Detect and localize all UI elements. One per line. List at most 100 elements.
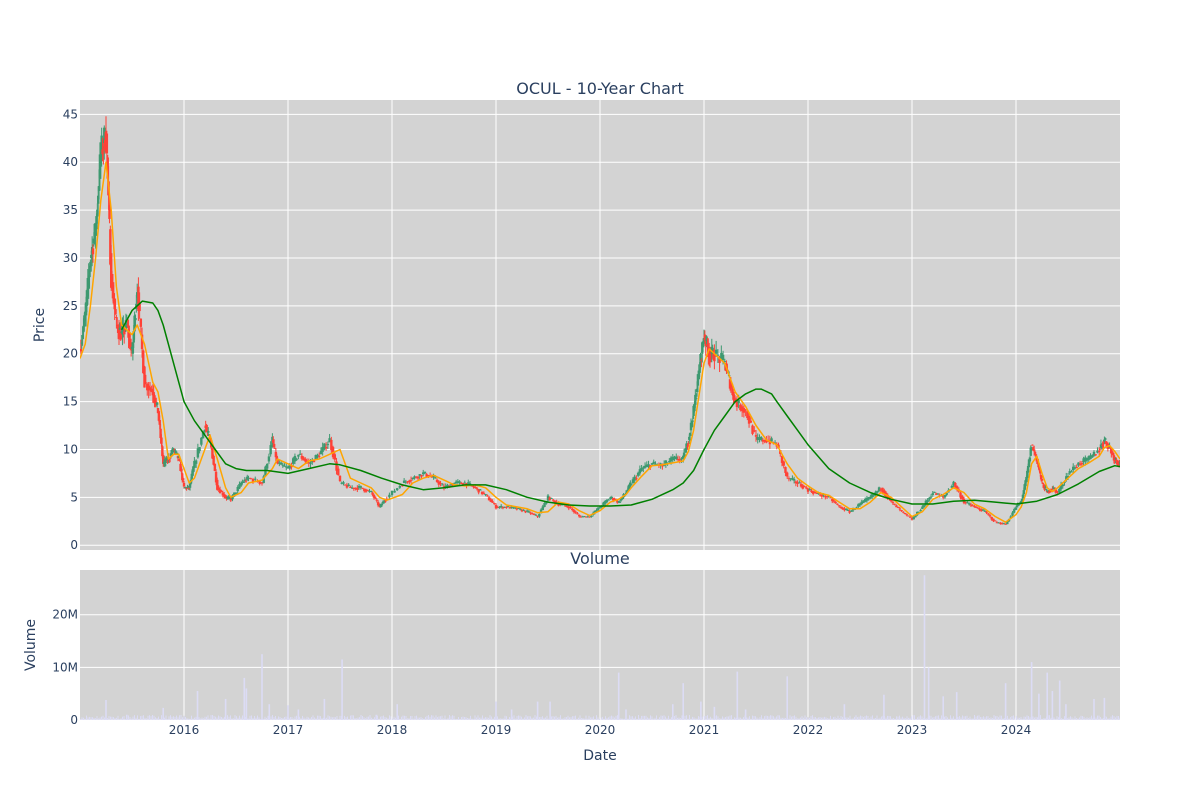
volume-bar bbox=[395, 717, 396, 720]
volume-bar bbox=[432, 715, 434, 720]
volume-bar bbox=[384, 717, 386, 720]
volume-bar bbox=[582, 717, 584, 720]
volume-y-tick-label: 20M bbox=[52, 608, 78, 622]
candle-body bbox=[177, 456, 180, 458]
candle-body bbox=[300, 455, 304, 459]
volume-bar bbox=[536, 716, 537, 720]
candle-body bbox=[936, 493, 940, 495]
volume-bar bbox=[897, 716, 899, 720]
candle-body bbox=[512, 507, 515, 509]
volume-chart-title: Volume bbox=[570, 549, 630, 568]
volume-bar bbox=[200, 718, 201, 720]
volume-bar bbox=[1004, 683, 1007, 720]
volume-bar bbox=[311, 716, 312, 720]
candle-body bbox=[323, 443, 326, 450]
volume-bar bbox=[222, 717, 224, 720]
candle-body bbox=[1022, 490, 1025, 495]
candle-body bbox=[375, 499, 378, 501]
candle-body bbox=[216, 479, 219, 490]
candle-body bbox=[1109, 447, 1112, 450]
candle-body bbox=[498, 506, 501, 508]
candle-body bbox=[393, 490, 396, 493]
candle-body bbox=[155, 402, 159, 405]
volume-bar bbox=[728, 716, 729, 720]
candle-body bbox=[1115, 459, 1118, 462]
candle-body bbox=[713, 353, 716, 362]
candle-body bbox=[903, 512, 907, 514]
candle-body bbox=[739, 404, 742, 411]
candle-body bbox=[80, 342, 83, 344]
volume-bar bbox=[201, 717, 203, 720]
candle-body bbox=[987, 513, 990, 515]
candle-body bbox=[703, 334, 707, 341]
candle-body bbox=[883, 490, 886, 495]
volume-bar bbox=[551, 716, 552, 720]
volume-bar bbox=[734, 717, 735, 720]
candle-body bbox=[734, 398, 737, 403]
volume-bar bbox=[1088, 718, 1089, 720]
volume-bar bbox=[323, 698, 326, 720]
volume-bar bbox=[813, 717, 815, 720]
candle-body bbox=[891, 502, 895, 504]
candle-body bbox=[1051, 488, 1054, 490]
volume-bar bbox=[350, 715, 351, 720]
candle-body bbox=[201, 432, 205, 439]
candle-body bbox=[422, 472, 425, 475]
volume-bar bbox=[801, 716, 803, 720]
volume-bar bbox=[653, 718, 654, 720]
candle-body bbox=[298, 453, 302, 455]
candle-body bbox=[572, 510, 576, 513]
volume-bar bbox=[624, 718, 626, 720]
volume-bar bbox=[609, 716, 611, 720]
volume-bar bbox=[320, 716, 321, 720]
candle-body bbox=[89, 261, 92, 268]
price-y-tick-label: 40 bbox=[63, 155, 78, 169]
volume-bar bbox=[927, 667, 930, 720]
candle-body bbox=[1073, 467, 1077, 469]
candle-body bbox=[220, 490, 223, 492]
volume-bar bbox=[474, 715, 476, 720]
volume-bar bbox=[995, 716, 996, 720]
volume-bar bbox=[332, 717, 333, 720]
volume-bar bbox=[660, 715, 662, 720]
volume-bar bbox=[999, 715, 1001, 720]
candle-body bbox=[380, 503, 384, 506]
volume-bar bbox=[134, 715, 135, 720]
volume-bar bbox=[867, 716, 869, 720]
volume-bar bbox=[107, 718, 108, 720]
candle-body bbox=[737, 399, 740, 404]
volume-bar bbox=[581, 718, 582, 720]
candle-body bbox=[834, 502, 837, 504]
volume-bar bbox=[767, 715, 768, 720]
candle-body bbox=[705, 336, 708, 341]
volume-bar bbox=[510, 709, 513, 720]
candle-body bbox=[635, 478, 638, 480]
volume-bar bbox=[534, 715, 536, 720]
volume-bar bbox=[764, 716, 765, 720]
volume-bar bbox=[827, 718, 828, 720]
volume-bar bbox=[399, 718, 401, 720]
candle-body bbox=[942, 496, 945, 498]
candle-body bbox=[1094, 454, 1097, 456]
candle-body bbox=[560, 504, 564, 506]
volume-bar bbox=[507, 718, 509, 720]
volume-bar bbox=[968, 718, 969, 720]
volume-bar bbox=[893, 717, 894, 720]
candle-body bbox=[907, 515, 910, 517]
volume-bar bbox=[153, 715, 155, 720]
volume-bar bbox=[759, 717, 761, 720]
candle-body bbox=[169, 453, 173, 456]
candle-body bbox=[279, 462, 283, 465]
candle-body bbox=[1058, 488, 1061, 493]
candle-body bbox=[161, 446, 164, 457]
volume-bar bbox=[786, 676, 788, 720]
candle-body bbox=[398, 485, 401, 488]
volume-bar bbox=[386, 717, 387, 720]
volume-bar bbox=[192, 718, 194, 720]
candle-body bbox=[747, 415, 751, 424]
volume-bar bbox=[263, 718, 264, 720]
candle-body bbox=[136, 292, 139, 298]
volume-bar bbox=[1071, 717, 1073, 720]
volume-bar bbox=[1004, 718, 1005, 720]
candle-body bbox=[361, 487, 364, 489]
